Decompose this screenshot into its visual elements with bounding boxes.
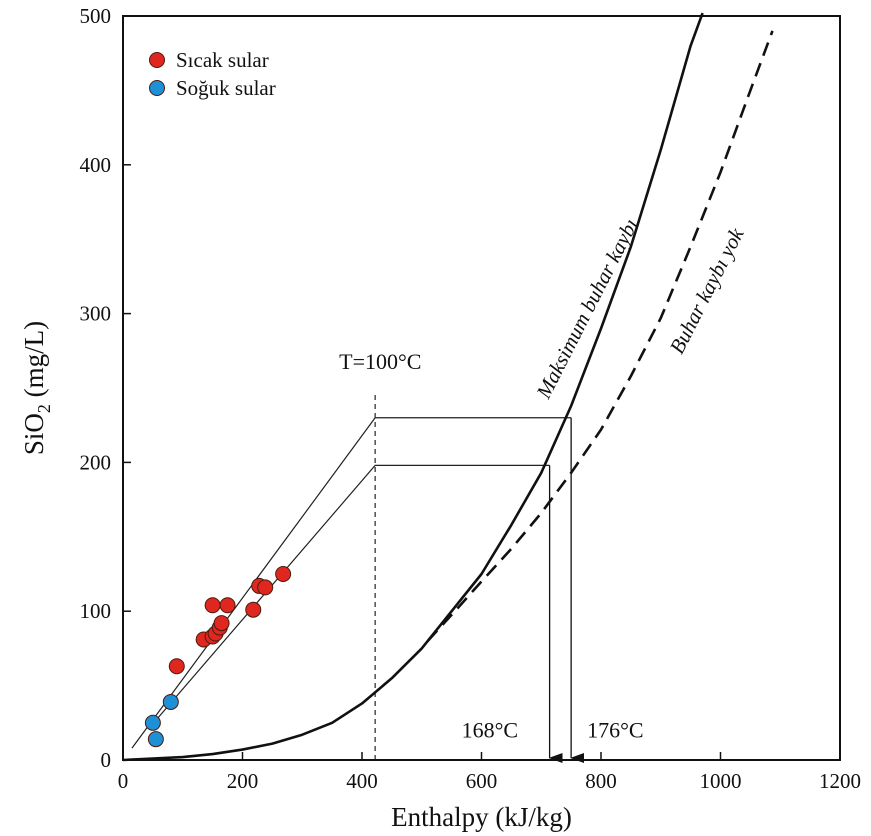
x-tick-label: 400 [346, 769, 378, 793]
x-tick-label: 600 [466, 769, 498, 793]
max-steam-loss-label: Maksimum buhar kaybı [531, 215, 643, 403]
x-tick-label: 200 [227, 769, 259, 793]
cold-water-point [144, 714, 161, 731]
cold-water-point [147, 731, 164, 748]
y-tick-label: 0 [101, 748, 112, 772]
y-tick-label: 200 [80, 450, 112, 474]
hot-water-point [213, 615, 230, 632]
no-steam-loss-label: Buhar kaybı yok [665, 223, 749, 357]
y-tick-label: 300 [80, 302, 112, 326]
hot-water-point [245, 601, 262, 618]
hot-water-point [257, 579, 274, 596]
legend-marker-2 [149, 80, 165, 96]
reference-line-label: T=100°C [339, 349, 421, 374]
legend-marker-1 [149, 52, 165, 68]
legend-label-2: Soğuk sular [176, 76, 276, 100]
hot-water-point [204, 597, 221, 614]
y-axis-title: SiO2 (mg/L) [19, 321, 54, 455]
x-axis-title: Enthalpy (kJ/kg) [391, 802, 572, 832]
temperature-label-1: 168°C [462, 718, 518, 743]
y-tick-label: 100 [80, 599, 112, 623]
hot-water-point [219, 597, 236, 614]
y-tick-label: 400 [80, 153, 112, 177]
hot-water-point [275, 566, 292, 582]
temperature-label-2: 176°C [587, 718, 643, 743]
legend-label-1: Sıcak sular [176, 48, 269, 72]
x-tick-label: 1000 [700, 769, 742, 793]
plot-frame [122, 15, 841, 761]
x-tick-label: 800 [585, 769, 617, 793]
hot-water-point [168, 658, 185, 675]
max-steam-loss-curve [122, 12, 704, 762]
cold-water-point [162, 693, 179, 710]
mixing-line-1 [131, 417, 572, 749]
x-tick-label: 1200 [819, 769, 861, 793]
x-tick-label: 0 [118, 769, 129, 793]
mixing-line-2 [149, 464, 550, 728]
no-steam-loss-curve [426, 30, 774, 642]
y-tick-label: 500 [80, 4, 112, 28]
